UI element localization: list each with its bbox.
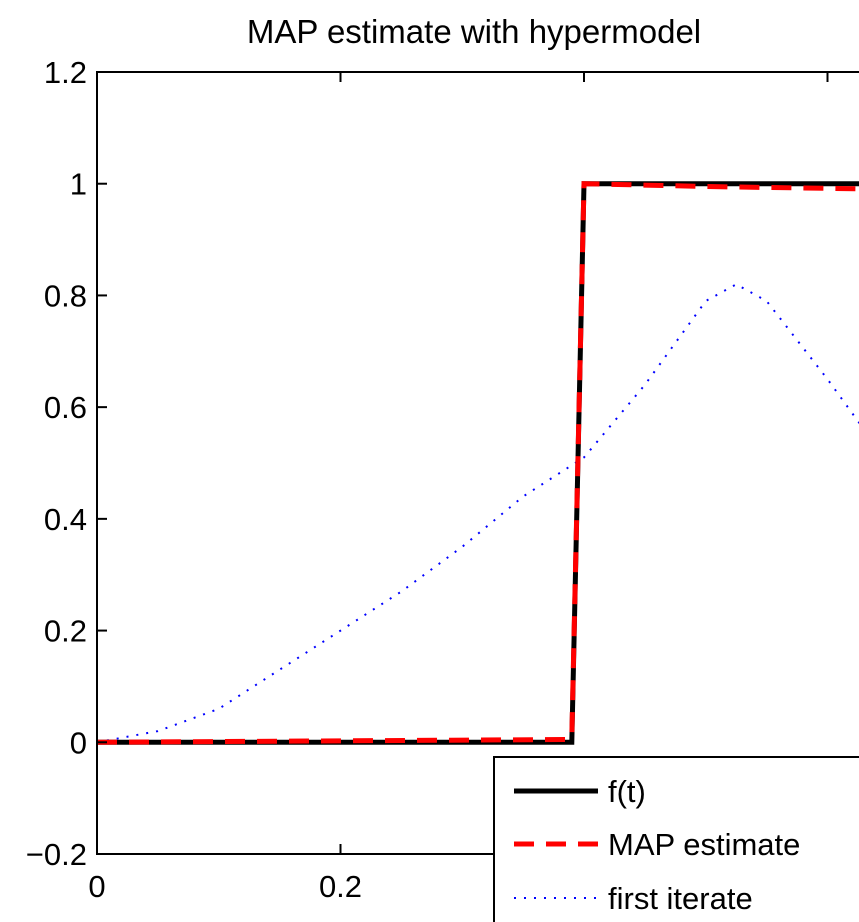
y-tick-label: 0.8 xyxy=(44,278,87,313)
y-tick-label: 0.2 xyxy=(44,614,87,649)
legend: f(t) MAP estimate first iterate xyxy=(493,756,859,922)
y-tick-label: 1.2 xyxy=(44,55,87,90)
series-line-map-estimate xyxy=(96,181,859,745)
x-tick-label: 0.2 xyxy=(319,869,362,904)
legend-label: MAP estimate xyxy=(608,827,800,862)
series-line-f-t xyxy=(97,181,859,745)
y-tick-label: −0.2 xyxy=(26,837,87,872)
chart-title: MAP estimate with hypermodel xyxy=(247,13,701,50)
legend-label: f(t) xyxy=(608,774,646,809)
y-tick-label: 0.6 xyxy=(44,390,87,425)
y-tick-label: 1 xyxy=(70,167,87,202)
x-tick-label: 0 xyxy=(88,869,105,904)
y-tick-label: 0.4 xyxy=(44,502,87,537)
series-line-first-iterate xyxy=(96,283,859,744)
plot-area xyxy=(96,181,859,745)
legend-label: first iterate xyxy=(608,881,753,916)
y-tick-label: 0 xyxy=(70,725,87,760)
legend-box xyxy=(493,756,859,922)
